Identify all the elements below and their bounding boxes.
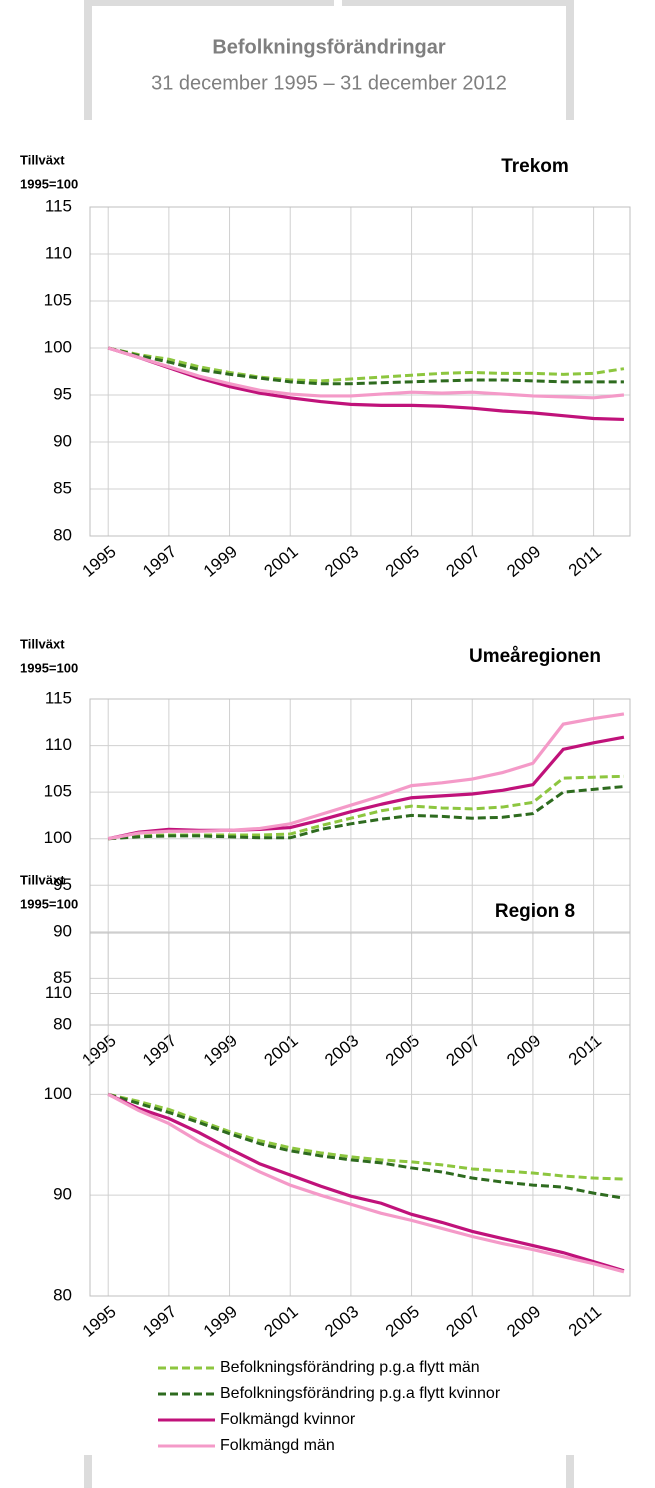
x-tick-label: 2011 xyxy=(565,1302,605,1340)
series-line xyxy=(107,346,625,383)
series-line xyxy=(107,346,624,386)
y-axis-label: Tillväxt xyxy=(20,636,65,651)
x-tick-label: 2003 xyxy=(321,542,362,581)
plot-border xyxy=(89,206,631,537)
series-line xyxy=(107,346,624,422)
y-tick-label: 110 xyxy=(45,735,72,754)
y-tick-label: 110 xyxy=(45,983,72,1002)
series-line xyxy=(107,346,625,400)
x-tick-label: 2001 xyxy=(260,542,301,581)
chart-title: Region 8 xyxy=(495,901,575,922)
series-line xyxy=(108,785,625,841)
frame xyxy=(84,0,574,1488)
y-tick-label: 100 xyxy=(44,1084,72,1103)
legend-label: Folkmängd kvinnor xyxy=(220,1411,356,1428)
y-tick-label: 80 xyxy=(53,525,72,544)
y-axis-label: Tillväxt xyxy=(20,872,65,887)
x-tick-label: 1997 xyxy=(139,1031,180,1070)
y-tick-label: 115 xyxy=(45,688,72,707)
series-line xyxy=(107,735,625,841)
y-axis-label: Tillväxt xyxy=(20,152,65,167)
y-tick-label: 90 xyxy=(53,921,72,940)
legend-label: Folkmängd män xyxy=(220,1437,335,1454)
y-tick-label: 85 xyxy=(53,968,72,987)
plot-border xyxy=(89,698,631,1026)
x-tick-label: 2005 xyxy=(382,542,423,581)
y-tick-label: 100 xyxy=(44,828,72,847)
y-tick-label: 100 xyxy=(44,337,72,356)
y-axis-label: 1995=100 xyxy=(20,896,78,911)
plot-border xyxy=(89,932,631,1297)
x-tick-label: 2001 xyxy=(260,1031,301,1070)
frame-bar xyxy=(566,1455,574,1488)
y-tick-label: 85 xyxy=(53,478,72,497)
y-tick-label: 80 xyxy=(53,1014,72,1033)
x-tick-label: 1995 xyxy=(78,1031,119,1070)
frame-bar xyxy=(84,0,334,6)
y-tick-label: 80 xyxy=(53,1285,72,1304)
x-tick-label: 2003 xyxy=(321,1031,362,1070)
y-tick-label: 105 xyxy=(44,290,72,309)
x-tick-label: 2001 xyxy=(260,1302,301,1341)
y-tick-label: 90 xyxy=(53,431,72,450)
x-tick-label: 2011 xyxy=(565,542,605,580)
x-tick-label: 2009 xyxy=(503,1031,544,1070)
x-tick-label: 2009 xyxy=(503,1302,544,1341)
y-axis-label: 1995=100 xyxy=(20,660,78,675)
x-tick-label: 2007 xyxy=(443,1031,484,1070)
y-tick-label: 95 xyxy=(53,875,72,894)
y-tick-label: 110 xyxy=(45,243,72,262)
x-tick-label: 2003 xyxy=(321,1302,362,1341)
x-tick-label: 1999 xyxy=(200,542,241,581)
x-tick-label: 1995 xyxy=(78,1302,119,1341)
frame-bar xyxy=(84,1455,92,1488)
frame-bar xyxy=(342,0,574,6)
y-tick-label: 105 xyxy=(44,782,72,801)
series-line xyxy=(107,1092,625,1200)
frame-bar xyxy=(84,0,92,120)
x-tick-label: 1999 xyxy=(200,1031,241,1070)
series-line xyxy=(107,712,625,841)
legend-label: Befolkningsförändring p.g.a flytt män xyxy=(220,1359,480,1376)
x-tick-label: 2005 xyxy=(382,1031,423,1070)
y-tick-label: 95 xyxy=(53,384,72,403)
y-tick-label: 115 xyxy=(45,196,72,215)
series-line xyxy=(107,1092,625,1273)
series-line xyxy=(107,1092,625,1274)
x-tick-label: 1995 xyxy=(78,542,119,581)
chart-title: Umeåregionen xyxy=(469,646,601,667)
x-tick-label: 2007 xyxy=(443,1302,484,1341)
x-tick-label: 2009 xyxy=(503,542,544,581)
x-tick-label: 1997 xyxy=(139,1302,180,1341)
x-tick-label: 2011 xyxy=(565,1031,605,1069)
x-tick-label: 2005 xyxy=(382,1302,423,1341)
y-axis-label: 1995=100 xyxy=(20,176,78,191)
x-tick-label: 1997 xyxy=(139,542,180,581)
chart-title: Trekom xyxy=(501,156,569,177)
header-title: Befolkningsförändringar xyxy=(212,36,446,58)
frame-bar xyxy=(566,0,574,120)
series-line xyxy=(107,1092,624,1181)
y-tick-label: 90 xyxy=(53,1185,72,1204)
legend-label: Befolkningsförändring p.g.a flytt kvinno… xyxy=(220,1385,501,1402)
x-tick-label: 2007 xyxy=(443,542,484,581)
x-tick-label: 1999 xyxy=(200,1302,241,1341)
header-subtitle: 31 december 1995 – 31 december 2012 xyxy=(151,72,507,94)
